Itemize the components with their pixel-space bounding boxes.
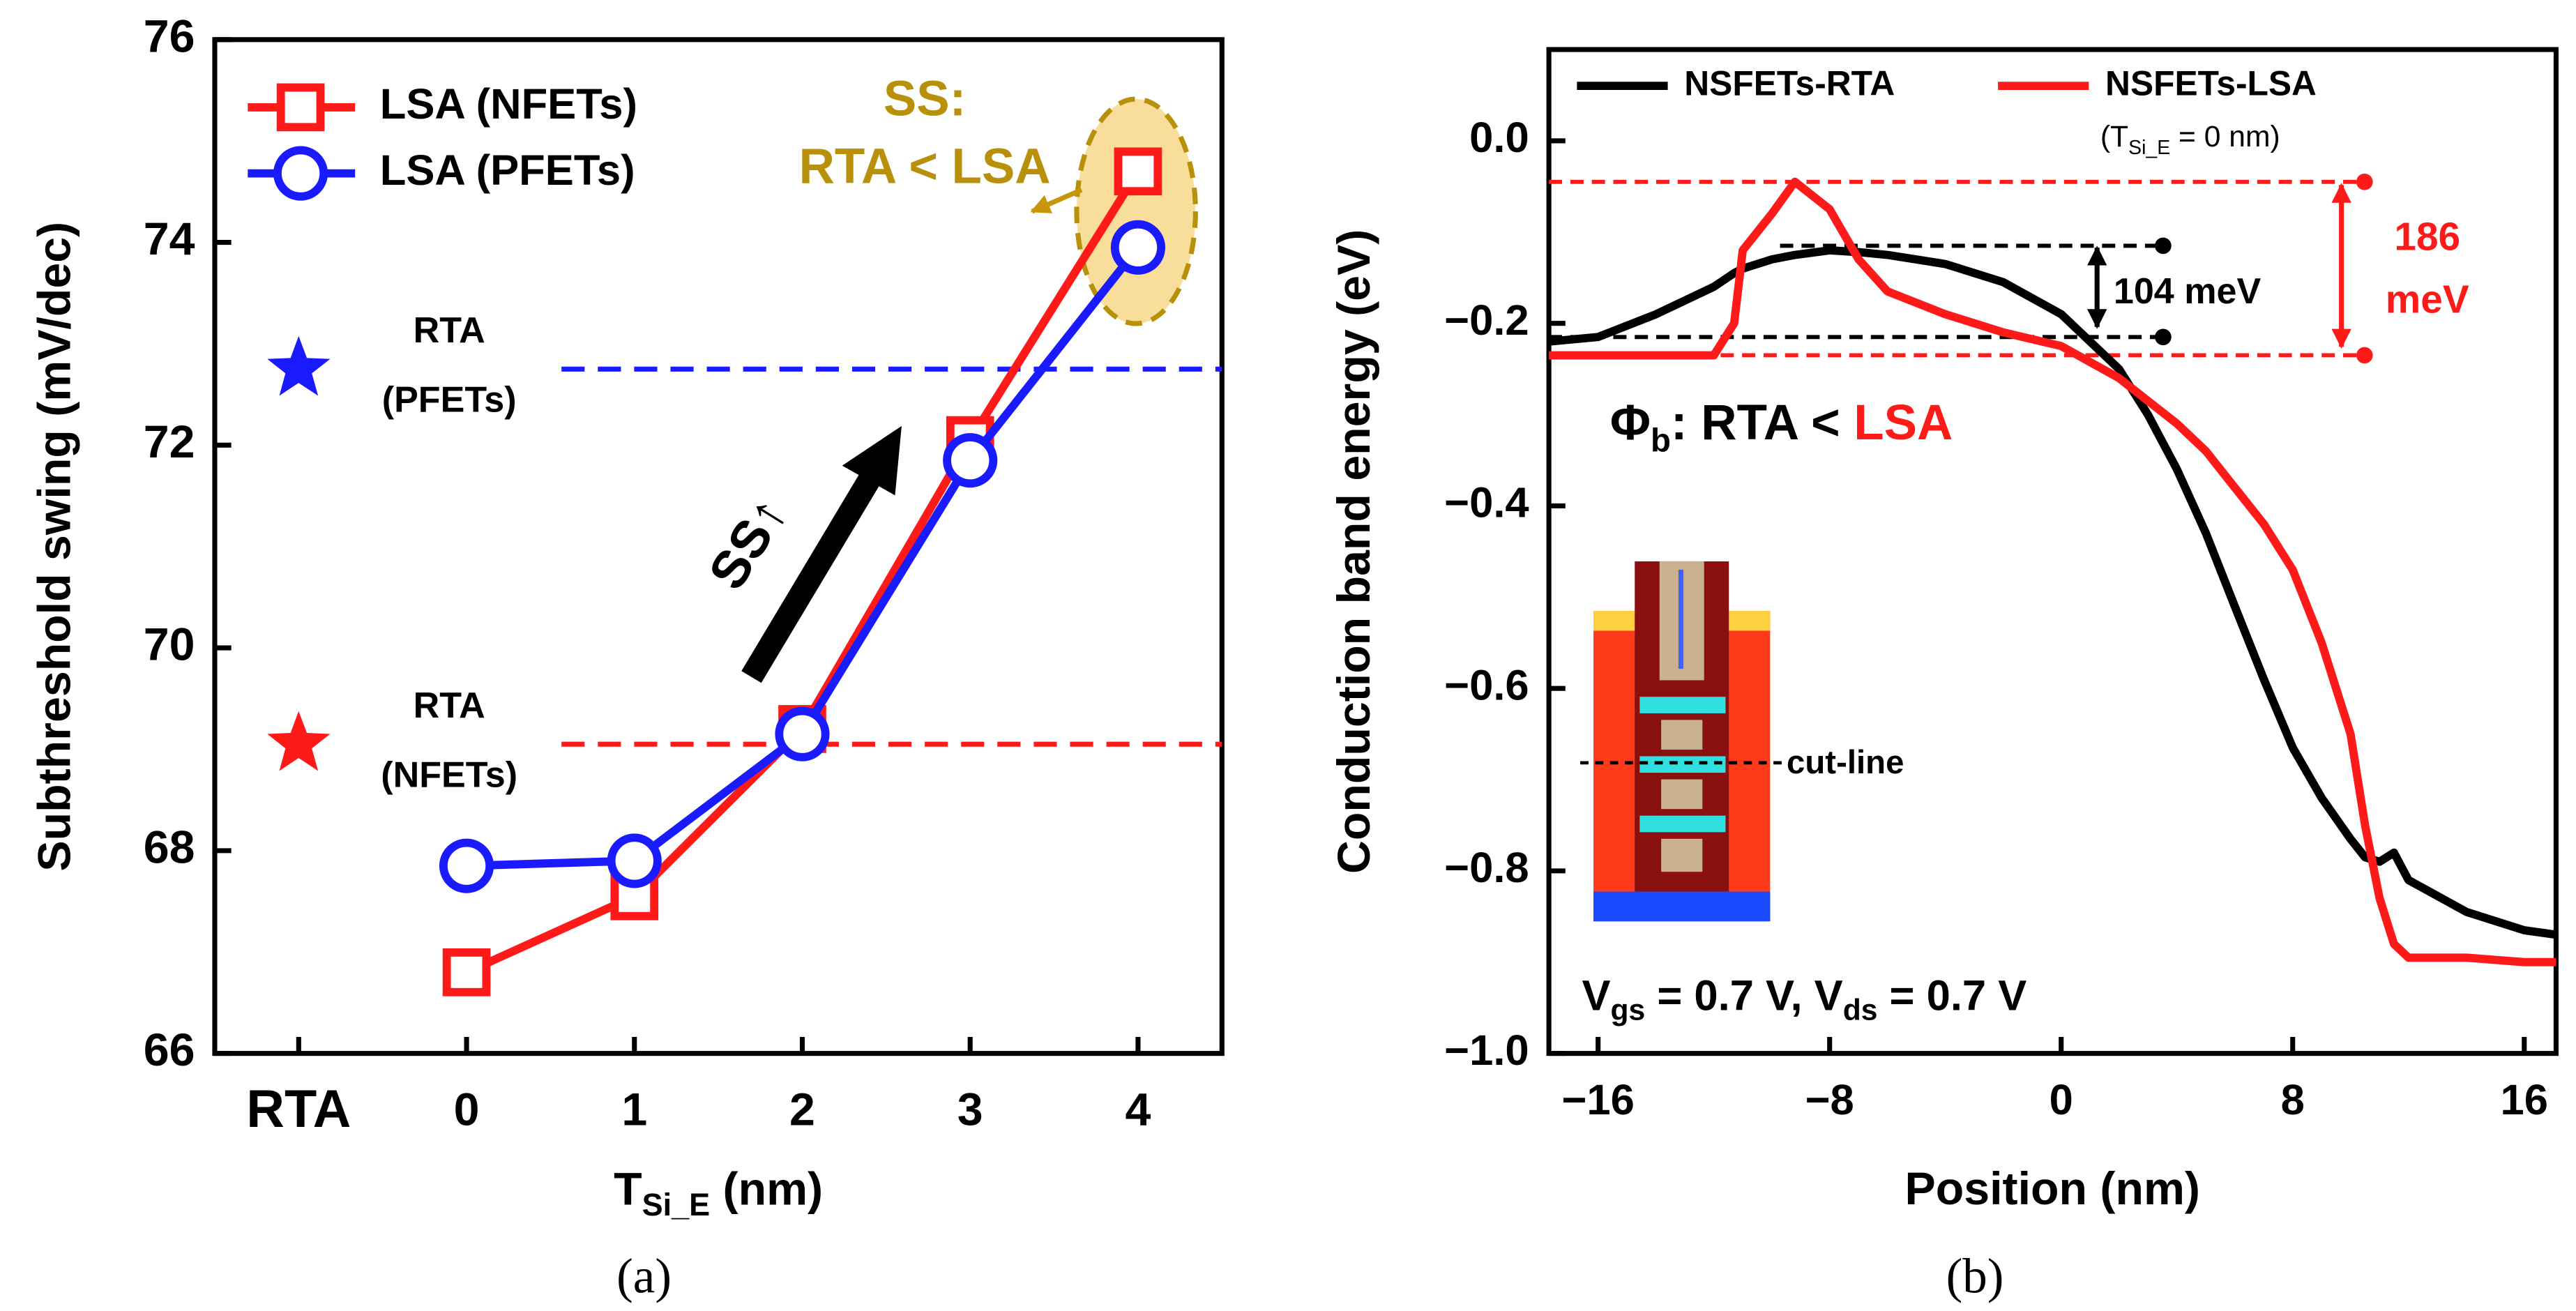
- annotation: SS↑: [697, 486, 799, 600]
- annotation: Vgs = 0.7 V, Vds = 0.7 V: [1582, 972, 2026, 1027]
- x-axis-label-part: T: [614, 1163, 642, 1215]
- substrate: [1593, 891, 1771, 922]
- x-tick-label: 0: [454, 1084, 480, 1135]
- x-axis-label-part: (nm): [710, 1163, 823, 1215]
- y-tick-label: −0.4: [1444, 479, 1529, 527]
- y-tick-label: −1.0: [1444, 1026, 1529, 1075]
- x-tick-label: −8: [1805, 1076, 1854, 1124]
- channel: [1639, 756, 1726, 773]
- highlight-ellipse: [1074, 96, 1198, 326]
- y-tick-label: −0.6: [1444, 661, 1529, 709]
- annotation: SS:: [884, 72, 966, 127]
- highlight-arrow: [1030, 188, 1083, 214]
- annotation: cut-line: [1787, 744, 1904, 781]
- reference-label: RTA: [414, 310, 485, 351]
- legend-note: (TSi_E = 0 nm): [2100, 120, 2280, 158]
- level-dot: [2356, 347, 2373, 364]
- reference-star: [267, 335, 331, 396]
- x-tick-label: −16: [1561, 1076, 1634, 1124]
- annotation-part: = 0.7 V: [1877, 972, 2026, 1020]
- marker: [943, 433, 998, 488]
- annotation: RTA < LSA: [799, 139, 1051, 195]
- x-tick-label: 2: [789, 1084, 815, 1135]
- x-tick-label: 0: [2050, 1076, 2073, 1124]
- legend-label: NSFETs-LSA: [2105, 63, 2317, 103]
- plot-frame: [1546, 47, 2559, 1056]
- y-tick-label: 66: [144, 1024, 195, 1076]
- annotation-part: Φ: [1610, 395, 1651, 450]
- annotation: meV: [2386, 278, 2469, 321]
- y-tick-label: 0.0: [1469, 114, 1529, 162]
- legend-label: LSA (PFETs): [380, 146, 635, 195]
- marker: [439, 838, 494, 893]
- legend-marker: [276, 83, 325, 132]
- reference-star: [267, 711, 331, 771]
- legend-note-sub: Si_E: [2128, 137, 2170, 159]
- inner-spacer: [1661, 779, 1703, 810]
- annotation: Φb: RTA < LSA: [1610, 395, 1953, 459]
- annotation-sub: ds: [1843, 994, 1878, 1027]
- x-tick-label: 8: [2281, 1076, 2305, 1124]
- level-dot: [2155, 328, 2172, 346]
- inner-spacer: [1661, 838, 1703, 872]
- annotation-sub: b: [1651, 422, 1671, 459]
- trend-arrow-head: [842, 425, 902, 496]
- y-tick-label: −0.2: [1444, 296, 1529, 344]
- y-tick-label: 70: [144, 619, 195, 671]
- marker: [1110, 220, 1165, 275]
- y-tick-label: 76: [144, 10, 195, 62]
- annotation-sub: gs: [1611, 994, 1646, 1027]
- annotation-part: LSA: [1854, 395, 1953, 450]
- x-tick-label: 4: [1125, 1084, 1151, 1135]
- level-dot: [2356, 173, 2373, 190]
- y-tick-label: 68: [144, 821, 195, 873]
- legend-note-part: (T: [2100, 120, 2128, 153]
- marker: [442, 948, 491, 996]
- reference-label: (PFETs): [382, 379, 517, 420]
- x-axis-label: TSi_E (nm): [614, 1163, 823, 1222]
- annotation-part: = 0.7 V, V: [1645, 972, 1842, 1020]
- y-tick-label: 74: [144, 213, 195, 265]
- legend-marker: [273, 146, 328, 201]
- trend-arrow: [741, 469, 882, 683]
- annotation-part: : RTA <: [1671, 395, 1854, 450]
- y-axis-label: Subthreshold swing (mV/dec): [29, 222, 81, 872]
- panel-label: (a): [616, 1250, 672, 1304]
- legend-label: NSFETs-RTA: [1684, 63, 1895, 103]
- x-tick-label: 1: [621, 1084, 647, 1135]
- annotation-part: V: [1582, 972, 1610, 1020]
- x-tick-label: 16: [2501, 1076, 2548, 1124]
- x-tick-label: RTA: [246, 1079, 351, 1139]
- legend-label: LSA (NFETs): [380, 80, 637, 128]
- device-inset: [1580, 561, 1784, 922]
- plot-frame: [212, 37, 1225, 1056]
- marker: [1114, 147, 1162, 196]
- annotation: 104 meV: [2114, 271, 2261, 312]
- reference-label: (NFETs): [381, 755, 517, 795]
- inner-spacer: [1661, 720, 1703, 750]
- annotation: 186: [2394, 215, 2460, 259]
- legend-note-part: = 0 nm): [2170, 120, 2280, 153]
- channel: [1639, 697, 1726, 713]
- marker: [607, 833, 662, 888]
- series-line: [1549, 177, 2556, 967]
- x-axis-label-sub: Si_E: [642, 1187, 711, 1222]
- y-tick-label: 72: [144, 416, 195, 468]
- reference-label: RTA: [414, 685, 485, 726]
- x-tick-label: 3: [957, 1084, 983, 1135]
- y-tick-label: −0.8: [1444, 844, 1529, 892]
- level-dot: [2155, 237, 2172, 255]
- marker: [775, 706, 830, 761]
- panel-label: (b): [1946, 1250, 2004, 1304]
- y-axis-label: Conduction band energy (eV): [1328, 229, 1380, 874]
- channel: [1639, 815, 1726, 833]
- x-axis-label: Position (nm): [1905, 1163, 2200, 1215]
